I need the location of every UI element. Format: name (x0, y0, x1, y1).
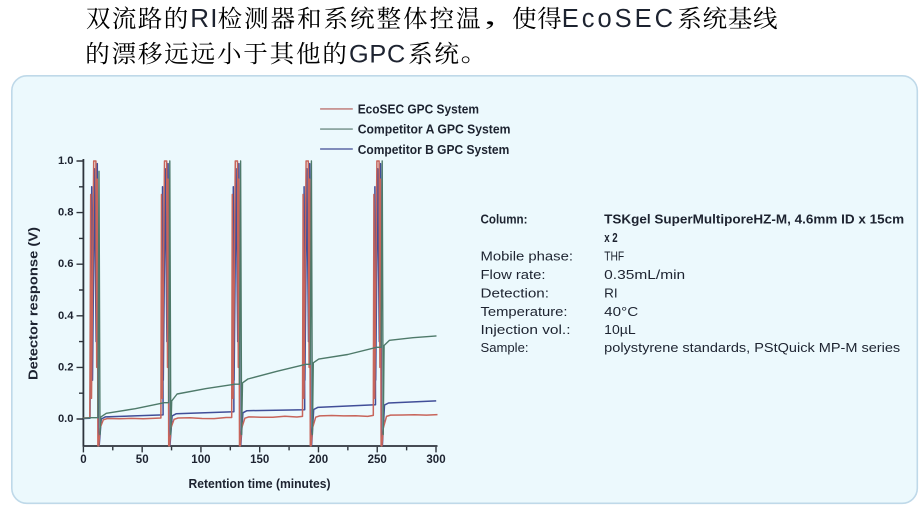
svg-text:Detector response (V): Detector response (V) (26, 227, 41, 380)
svg-text:40°C: 40°C (604, 304, 638, 319)
svg-text:Temperature:: Temperature: (481, 304, 568, 319)
svg-text:RI: RI (604, 285, 618, 300)
svg-text:EcoSEC: EcoSEC (562, 5, 676, 33)
svg-text:Mobile phase:: Mobile phase: (481, 248, 574, 263)
svg-text:0.6: 0.6 (58, 258, 74, 270)
svg-text:Column:: Column: (481, 212, 528, 227)
svg-text:0.4: 0.4 (58, 310, 74, 322)
svg-text:Flow rate:: Flow rate: (481, 267, 546, 282)
svg-text:Competitor A GPC System: Competitor A GPC System (358, 122, 511, 137)
svg-text:GPC: GPC (349, 40, 406, 68)
svg-text:0: 0 (80, 454, 86, 466)
svg-text:10µL: 10µL (604, 322, 636, 337)
svg-text:0.2: 0.2 (58, 361, 74, 373)
svg-text:300: 300 (426, 454, 445, 466)
svg-text:0.0: 0.0 (58, 413, 74, 425)
svg-text:100: 100 (191, 454, 210, 466)
svg-text:Competitor B GPC System: Competitor B GPC System (358, 142, 510, 157)
svg-text:RI: RI (190, 3, 218, 33)
svg-text:200: 200 (309, 454, 328, 466)
svg-text:Retention time (minutes): Retention time (minutes) (189, 476, 331, 491)
svg-text:1.0: 1.0 (58, 155, 74, 167)
svg-text:THF: THF (604, 248, 624, 263)
svg-text:polystyrene standards, PStQuic: polystyrene standards, PStQuick MP-M ser… (604, 340, 901, 355)
svg-text:EcoSEC GPC System: EcoSEC GPC System (358, 102, 479, 117)
svg-text:Injection vol.:: Injection vol.: (481, 322, 571, 337)
svg-text:50: 50 (136, 454, 149, 466)
svg-text:x 2: x 2 (604, 230, 618, 245)
svg-text:Sample:: Sample: (481, 340, 529, 355)
svg-text:0.35mL/min: 0.35mL/min (604, 267, 685, 282)
svg-text:150: 150 (250, 454, 269, 466)
svg-text:0.8: 0.8 (58, 207, 74, 219)
svg-text:250: 250 (368, 454, 387, 466)
svg-text:Detection:: Detection: (481, 285, 550, 300)
svg-text:TSKgel SuperMultiporeHZ-M, 4.6: TSKgel SuperMultiporeHZ-M, 4.6mm ID x 15… (604, 212, 904, 227)
